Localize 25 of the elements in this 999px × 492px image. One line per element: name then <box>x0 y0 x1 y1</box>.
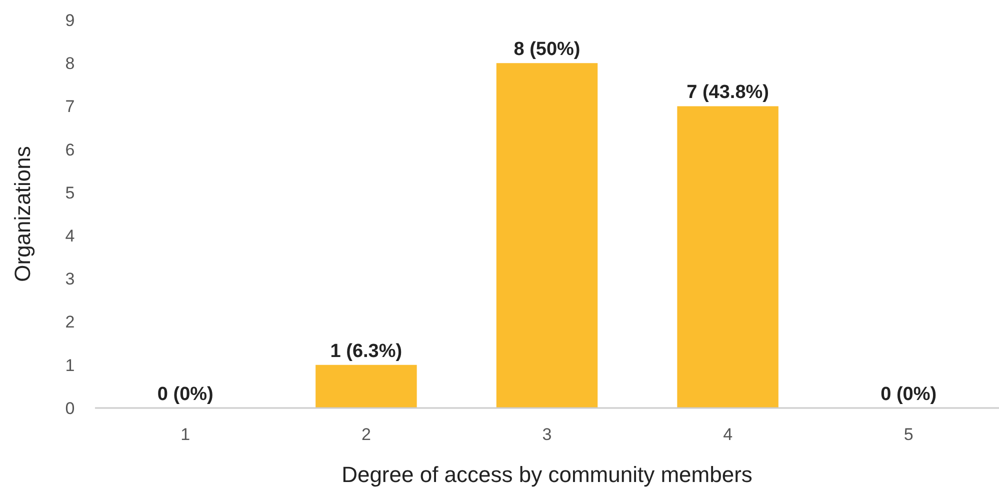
data-label: 0 (0%) <box>157 384 214 405</box>
x-tick-label: 1 <box>180 425 190 444</box>
x-tick-label: 2 <box>361 425 371 444</box>
x-tick-label: 4 <box>723 425 733 444</box>
data-label: 7 (43.8%) <box>686 82 769 104</box>
y-tick-label: 2 <box>65 312 75 332</box>
y-tick-label: 6 <box>65 140 75 160</box>
x-tick-label: 5 <box>904 425 914 444</box>
y-tick-label: 0 <box>65 398 75 418</box>
x-axis-title: Degree of access by community members <box>342 462 752 487</box>
data-label: 1 (6.3%) <box>330 340 402 362</box>
y-tick-label: 7 <box>65 97 75 116</box>
bar <box>316 364 417 408</box>
y-tick-label: 3 <box>65 270 75 289</box>
y-axis-title: Organizations <box>10 146 35 282</box>
x-tick-label: 3 <box>542 425 552 444</box>
bar <box>677 106 778 408</box>
y-tick-label: 8 <box>65 54 75 74</box>
y-tick-label: 4 <box>65 226 75 246</box>
bar <box>496 63 598 408</box>
y-tick-label: 5 <box>65 183 75 202</box>
data-label: 0 (0%) <box>880 384 937 405</box>
y-tick-label: 1 <box>65 356 75 375</box>
y-tick-label: 9 <box>65 10 75 30</box>
data-label: 8 (50%) <box>514 39 580 60</box>
